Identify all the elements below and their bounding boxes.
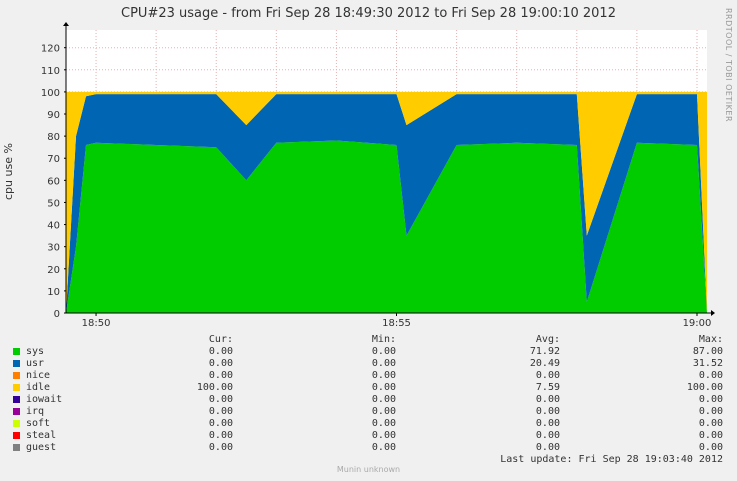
- legend-row-irq: irq 0.00 0.00 0.00 0.00: [13, 406, 725, 418]
- y-tick-label: 60: [47, 176, 60, 187]
- legend-value-max: 0.00: [698, 442, 723, 453]
- legend-value-max: 87.00: [692, 346, 723, 357]
- legend-value-min: 0.00: [371, 370, 396, 381]
- legend-name: nice: [26, 370, 51, 381]
- y-tick-label: 50: [47, 198, 60, 209]
- legend-value-avg: 0.00: [535, 430, 560, 441]
- legend-swatch: [13, 432, 20, 439]
- y-tick-label: 90: [47, 110, 60, 121]
- y-tick-label: 80: [47, 132, 60, 143]
- legend-value-avg: 0.00: [535, 442, 560, 453]
- legend-value-avg: 0.00: [535, 394, 560, 405]
- legend-value-avg: 20.49: [529, 358, 560, 369]
- legend-value-avg: 0.00: [535, 370, 560, 381]
- last-update: Last update: Fri Sep 28 19:03:40 2012: [470, 454, 723, 465]
- y-tick-label: 100: [41, 88, 60, 99]
- series-area-sys: [66, 140, 707, 313]
- last-update-value: Fri Sep 28 19:03:40 2012: [578, 454, 724, 465]
- series-area-usr: [66, 94, 707, 313]
- legend-row-nice: nice 0.00 0.00 0.00 0.00: [13, 370, 725, 382]
- legend-value-min: 0.00: [371, 418, 396, 429]
- legend-value-cur: 100.00: [196, 382, 233, 393]
- legend-header-max: Max:: [698, 334, 723, 345]
- cpu-usage-chart: 18:50 18:55 19:00 0 10 20 30 40 50 60 70 80 90 100 11…: [41, 22, 715, 329]
- legend-swatch: [13, 360, 20, 367]
- legend-header-min: Min:: [371, 334, 396, 345]
- legend-row-guest: guest 0.00 0.00 0.00 0.00: [13, 442, 725, 454]
- legend-name: usr: [26, 358, 45, 369]
- legend-value-max: 0.00: [698, 406, 723, 417]
- x-tick-label: 19:00: [683, 318, 712, 329]
- footer-credit: Munin unknown: [336, 465, 401, 474]
- legend-row-soft: soft 0.00 0.00 0.00 0.00: [13, 418, 725, 430]
- legend-value-max: 0.00: [698, 430, 723, 441]
- legend-value-cur: 0.00: [208, 406, 233, 417]
- legend-name: irq: [26, 406, 45, 417]
- legend-value-cur: 0.00: [208, 442, 233, 453]
- legend-value-min: 0.00: [371, 430, 396, 441]
- legend-swatch: [13, 372, 20, 379]
- legend-value-min: 0.00: [371, 382, 396, 393]
- legend-value-avg: 0.00: [535, 406, 560, 417]
- legend-swatch: [13, 384, 20, 391]
- legend-header-avg: Avg:: [535, 334, 560, 345]
- legend-value-max: 0.00: [698, 418, 723, 429]
- legend-value-min: 0.00: [371, 358, 396, 369]
- legend-name: idle: [26, 382, 51, 393]
- legend-value-min: 0.00: [371, 406, 396, 417]
- legend-value-cur: 0.00: [208, 418, 233, 429]
- legend-row-usr: usr 0.00 0.00 20.49 31.52: [13, 358, 725, 370]
- legend-name: sys: [26, 346, 45, 357]
- legend-header-cur: Cur:: [208, 334, 233, 345]
- y-tick-label: 70: [47, 154, 60, 165]
- legend-row-iowait: iowait 0.00 0.00 0.00 0.00: [13, 394, 725, 406]
- y-tick-label: 110: [41, 66, 60, 77]
- y-tick-label: 120: [41, 44, 60, 55]
- legend-value-min: 0.00: [371, 442, 396, 453]
- legend-value-cur: 0.00: [208, 358, 233, 369]
- chart-title: CPU#23 usage - from Fri Sep 28 18:49:30 …: [121, 6, 616, 21]
- legend-value-avg: 7.59: [535, 382, 560, 393]
- legend-value-avg: 0.00: [535, 418, 560, 429]
- legend-value-max: 0.00: [698, 394, 723, 405]
- y-tick-label: 20: [47, 265, 60, 276]
- legend-value-max: 100.00: [686, 382, 723, 393]
- legend-value-cur: 0.00: [208, 394, 233, 405]
- legend-row-sys: sys 0.00 0.00 71.92 87.00: [13, 346, 725, 358]
- rrdtool-credit: RRDTOOL / TOBI OETIKER: [724, 8, 733, 123]
- legend-swatch: [13, 396, 20, 403]
- legend-value-cur: 0.00: [208, 430, 233, 441]
- x-tick-label: 18:50: [82, 318, 111, 329]
- legend-row-steal: steal 0.00 0.00 0.00 0.00: [13, 430, 725, 442]
- x-tick-label: 18:55: [382, 318, 411, 329]
- legend-value-min: 0.00: [371, 394, 396, 405]
- legend-name: steal: [26, 430, 57, 441]
- legend-swatch: [13, 348, 20, 355]
- legend-value-avg: 71.92: [529, 346, 560, 357]
- y-tick-label: 40: [47, 221, 60, 232]
- legend-value-min: 0.00: [371, 346, 396, 357]
- legend-name: soft: [26, 418, 51, 429]
- y-axis-arrow: [63, 22, 69, 26]
- y-tick-label: 30: [47, 243, 60, 254]
- x-axis-arrow: [711, 310, 715, 316]
- legend-swatch: [13, 420, 20, 427]
- last-update-label: Last update:: [500, 454, 573, 465]
- legend-swatch: [13, 408, 20, 415]
- legend-value-cur: 0.00: [208, 370, 233, 381]
- legend-value-cur: 0.00: [208, 346, 233, 357]
- y-tick-label: 10: [47, 287, 60, 298]
- legend-row-idle: idle 100.00 0.00 7.59 100.00: [13, 382, 725, 394]
- legend-name: iowait: [26, 394, 63, 405]
- legend-value-max: 31.52: [692, 358, 723, 369]
- legend-value-max: 0.00: [698, 370, 723, 381]
- legend-name: guest: [26, 442, 57, 453]
- legend-swatch: [13, 444, 20, 451]
- y-tick-label: 0: [54, 309, 60, 320]
